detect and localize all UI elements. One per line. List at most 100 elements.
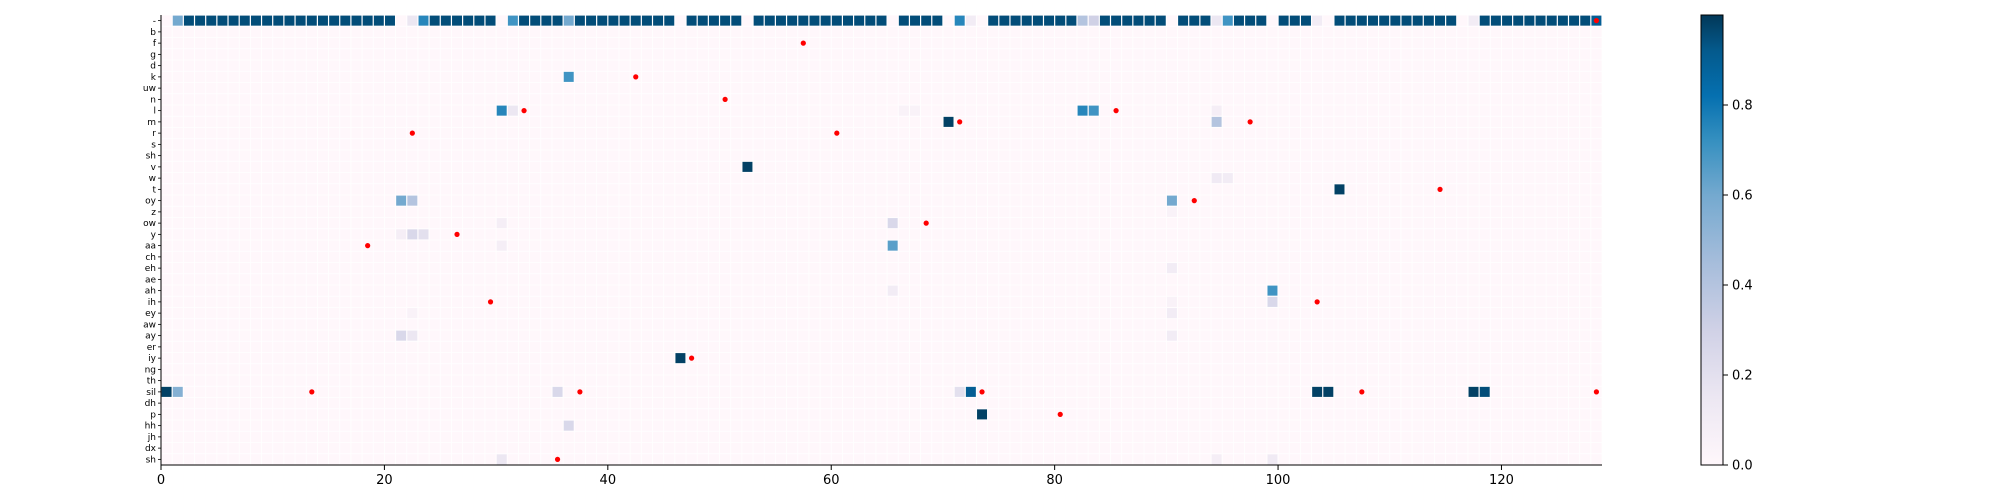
heatmap-cell [1166, 206, 1177, 217]
heatmap-cell [250, 15, 261, 26]
y-tick-label: sh [146, 455, 156, 465]
heatmap-markers [309, 18, 1600, 462]
heatmap-cell [630, 15, 641, 26]
heatmap-cell [1267, 285, 1278, 296]
heatmap-cell [1289, 15, 1300, 26]
heatmap-cell [1278, 15, 1289, 26]
heatmap-cell [172, 15, 183, 26]
marker-point [1057, 411, 1063, 417]
heatmap-cell [1468, 15, 1479, 26]
y-tick-label: w [149, 174, 156, 184]
heatmap-cell [720, 15, 731, 26]
heatmap-cell [284, 15, 295, 26]
heatmap-cell [317, 15, 328, 26]
heatmap-cell [1200, 15, 1211, 26]
heatmap-cell [1245, 15, 1256, 26]
heatmap-cell [362, 15, 373, 26]
y-tick-label: l [153, 107, 156, 117]
heatmap-cell [999, 15, 1010, 26]
heatmap-cell [496, 218, 507, 229]
heatmap-cell [988, 15, 999, 26]
heatmap-cell [407, 15, 418, 26]
y-tick-label: g [150, 50, 156, 60]
heatmap-cell [898, 105, 909, 116]
heatmap-cell [574, 15, 585, 26]
heatmap-cell [731, 15, 742, 26]
y-tick-label: aa [145, 242, 156, 252]
heatmap-cell [954, 386, 965, 397]
heatmap-cell [1401, 15, 1412, 26]
heatmap-cell [1088, 15, 1099, 26]
heatmap-cell [708, 15, 719, 26]
heatmap-cell [675, 353, 686, 364]
marker-point [1191, 198, 1197, 204]
heatmap-cell [1267, 296, 1278, 307]
heatmap-cell [1189, 15, 1200, 26]
heatmap-cell [809, 15, 820, 26]
heatmap-cell [217, 15, 228, 26]
heatmap-cell [742, 161, 753, 172]
heatmap-cell [597, 15, 608, 26]
heatmap-cell [373, 15, 384, 26]
heatmap-cell [1256, 15, 1267, 26]
marker-point [309, 389, 315, 395]
marker-point [1314, 299, 1320, 305]
heatmap-cell [552, 386, 563, 397]
heatmap-cell [1479, 386, 1490, 397]
heatmap-cell [1222, 173, 1233, 184]
y-tick-label: p [150, 410, 156, 420]
y-tick-label: sil [146, 388, 156, 398]
heatmap-cell [1166, 296, 1177, 307]
heatmap-cell [1379, 15, 1390, 26]
heatmap-cell [1267, 454, 1278, 465]
marker-point [689, 355, 695, 361]
heatmap-cell [1446, 15, 1457, 26]
heatmap-cell [1055, 15, 1066, 26]
heatmap-cell [1211, 15, 1222, 26]
heatmap-cell [954, 15, 965, 26]
heatmap-cell [552, 15, 563, 26]
y-tick-label: d [150, 62, 156, 72]
heatmap-cell [161, 386, 172, 397]
y-tick-label: ih [148, 298, 156, 308]
heatmap-cell [1010, 15, 1021, 26]
heatmap-cell [351, 15, 362, 26]
heatmap-cell [586, 15, 597, 26]
marker-point [722, 96, 728, 102]
heatmap-cell [1155, 15, 1166, 26]
marker-point [554, 456, 561, 462]
x-tick-label: 80 [1046, 473, 1063, 488]
marker-point [1113, 108, 1119, 114]
heatmap-cell [1032, 15, 1043, 26]
colorbar-tick-label: 0.2 [1732, 369, 1753, 384]
y-tick-label: ow [143, 219, 156, 229]
heatmap-cell [563, 71, 574, 82]
heatmap-cell [1122, 15, 1133, 26]
heatmap-cell [1368, 15, 1378, 26]
heatmap-cell [764, 15, 775, 26]
axes [160, 15, 1602, 466]
heatmap-cell [172, 386, 183, 397]
colorbar-tick-label: 0.4 [1732, 279, 1753, 294]
row-labels: -bfgdkuwnlmrsshvwtoyzowyaachehaeahiheyaw… [143, 17, 161, 465]
heatmap-cell [1111, 15, 1122, 26]
heatmap-cell [843, 15, 853, 26]
heatmap-cell [1390, 15, 1401, 26]
heatmap-cell [228, 15, 239, 26]
heatmap-cell [1345, 15, 1356, 26]
heatmap-cell [1133, 15, 1144, 26]
heatmap-cell [910, 15, 920, 26]
heatmap-cell [295, 15, 306, 26]
marker-point [979, 389, 985, 395]
heatmap-cell [407, 195, 418, 206]
heatmap-cell [396, 195, 407, 206]
heatmap-cell [1233, 15, 1244, 26]
y-tick-label: ae [145, 275, 157, 285]
heatmap-cell [206, 15, 217, 26]
heatmap-cell [541, 15, 552, 26]
x-tick-label: 100 [1266, 473, 1291, 488]
heatmap-cell [396, 330, 407, 341]
heatmap-cell [641, 15, 652, 26]
y-tick-label: s [151, 140, 156, 150]
colorbar-tick-label: 0.6 [1732, 189, 1753, 204]
